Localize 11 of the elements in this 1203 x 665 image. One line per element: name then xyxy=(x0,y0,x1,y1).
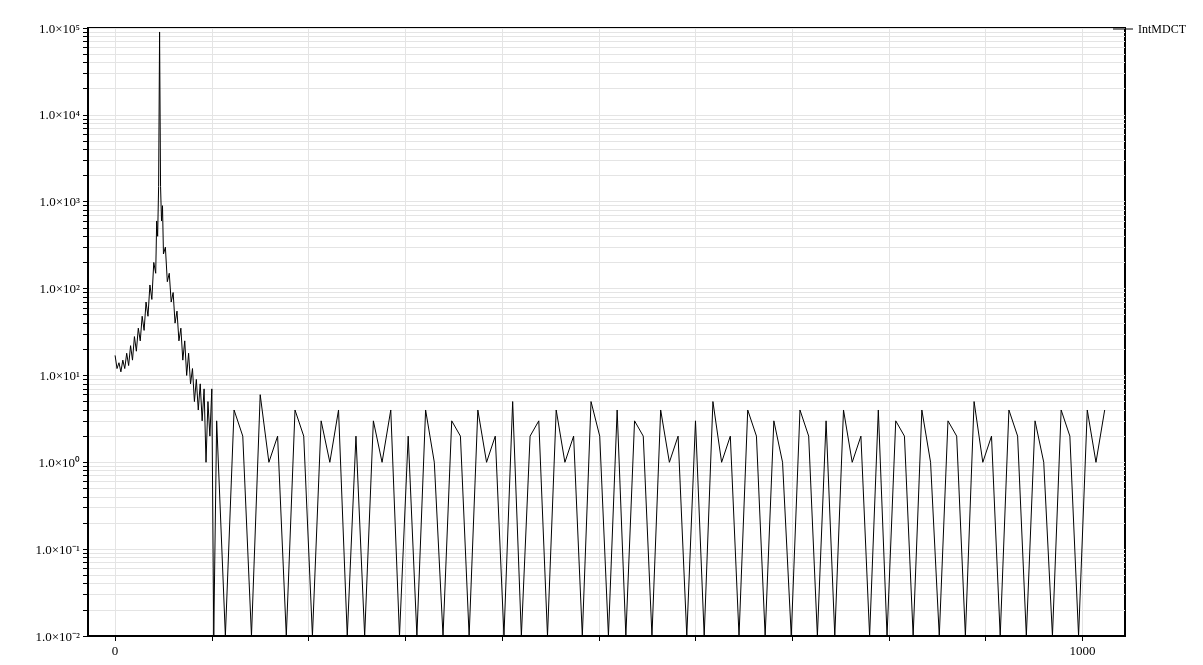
x-tick-label: 1000 xyxy=(1069,643,1096,658)
y-tick-label: 1.0×10⁻² xyxy=(35,628,81,644)
y-tick-label: 1.0×10² xyxy=(39,281,81,297)
y-tick-label: 1.0×10⁻¹ xyxy=(35,541,81,557)
y-tick-label: 1.0×10⁰ xyxy=(38,454,80,470)
legend-label: IntMDCT xyxy=(1138,22,1187,36)
y-tick-label: 1.0×10⁴ xyxy=(38,107,81,123)
x-tick-label: 0 xyxy=(111,643,119,658)
y-tick-label: 1.0×10³ xyxy=(39,194,81,210)
y-tick-label: 1.0×10⁵ xyxy=(38,20,80,36)
y-tick-label: 1.0×10¹ xyxy=(39,367,81,383)
